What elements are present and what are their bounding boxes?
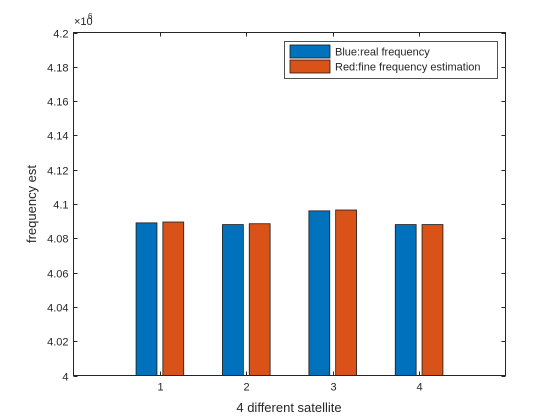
legend-label-1: Blue:real frequency	[335, 47, 430, 59]
y-axis-label: frequency est	[24, 165, 39, 243]
y-exponent-power: 6	[88, 12, 93, 21]
x-axis-ticks: 1 2 3 4	[157, 32, 423, 394]
y-tick-label: 4.14	[47, 131, 68, 143]
y-tick-label: 4.1	[53, 200, 68, 212]
x-axis-label: 4 different satellite	[236, 400, 341, 415]
plot-frame	[73, 32, 506, 376]
legend-swatch-1	[289, 44, 331, 59]
bar-series-2-cat-1	[162, 221, 185, 376]
y-tick-label: 4.02	[47, 337, 68, 349]
legend-label-2: Red:fine frequency estimation	[335, 62, 481, 74]
bar-series-1-cat-4	[394, 224, 417, 376]
bar-series-1-cat-1	[135, 222, 158, 376]
legend-swatch-2	[289, 59, 331, 74]
y-tick-label: 4.18	[47, 63, 68, 75]
y-exponent-label: ×10 6	[74, 12, 93, 28]
y-tick-label: 4	[62, 372, 68, 384]
bar-series-2-cat-3	[335, 209, 357, 376]
y-tick-label: 4.12	[47, 166, 68, 178]
y-exponent-base: ×10	[74, 16, 93, 28]
y-tick-label: 4.08	[47, 234, 68, 246]
legend: Blue:real frequency Red:fine frequency es…	[284, 41, 498, 79]
bar-series-2-cat-2	[248, 223, 271, 376]
bar-series-1-cat-2	[222, 224, 244, 376]
y-axis-ticks: 4 4.02 4.04 4.06 4.08 4.1 4.12 4.14 4.16 4.18 4.2	[47, 29, 506, 384]
x-tick-label: 2	[243, 382, 249, 394]
x-tick-label: 1	[157, 382, 163, 394]
y-tick-label: 4.06	[47, 269, 68, 281]
bar-series-2-cat-4	[421, 224, 444, 376]
y-tick-label: 4.16	[47, 97, 68, 109]
y-tick-label: 4.2	[53, 29, 68, 41]
y-tick-label: 4.04	[47, 303, 68, 315]
x-tick-label: 4	[416, 382, 422, 394]
x-tick-label: 3	[330, 382, 336, 394]
bar-series-1-cat-3	[308, 210, 331, 376]
